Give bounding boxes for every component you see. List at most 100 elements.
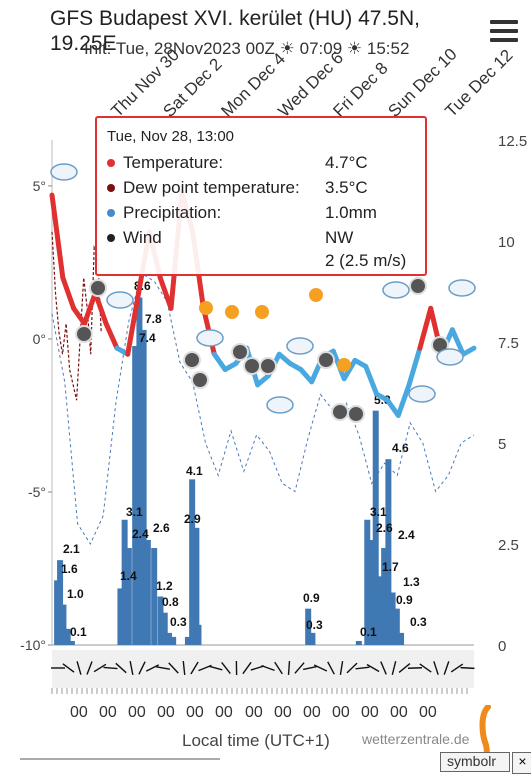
precip-value-label: 2.4 <box>132 527 149 541</box>
sun-icon <box>337 358 351 372</box>
y-right-tick-label: 2.5 <box>498 537 519 554</box>
tooltip-value: 1.0mm <box>325 203 377 223</box>
cloud-icon <box>197 330 223 346</box>
cloud-icon <box>383 282 409 298</box>
precip-value-label: 0.8 <box>162 595 179 609</box>
precip-value-label: 0.9 <box>396 593 413 607</box>
cloud-icon <box>287 338 313 354</box>
hour-label: 00 <box>419 704 437 722</box>
precip-bar <box>126 548 132 645</box>
temperature-segment <box>366 366 377 394</box>
wind-barb <box>289 661 290 675</box>
hour-label: 00 <box>332 704 350 722</box>
hour-label: 00 <box>157 704 175 722</box>
precip-value-label: 2.6 <box>376 521 393 535</box>
moon-icon <box>348 406 364 422</box>
y-right-tick-label: 10 <box>498 234 515 251</box>
precip-value-label: 4.6 <box>392 441 409 455</box>
hour-label: 00 <box>186 704 204 722</box>
hour-label: 00 <box>274 704 292 722</box>
precip-value-label: 1.6 <box>61 562 78 576</box>
moon-icon <box>244 358 260 374</box>
precip-value-label: 0.1 <box>360 625 377 639</box>
moon-icon <box>232 344 248 360</box>
temperature-segment <box>52 195 63 278</box>
hour-label: 00 <box>303 704 321 722</box>
tooltip-row-wind-speed: 2 (2.5 m/s) <box>107 251 422 275</box>
sun-icon <box>309 288 323 302</box>
hour-label: 00 <box>70 704 88 722</box>
precip-value-label: 2.9 <box>184 512 201 526</box>
precip-value-label: 3.1 <box>126 505 143 519</box>
precip-value-label: 4.1 <box>186 464 203 478</box>
precip-bar <box>170 637 176 645</box>
y-left-tick-label: 5° <box>33 178 46 194</box>
temperature-segment <box>463 348 474 354</box>
tooltip-label: Temperature: <box>123 153 223 173</box>
temperature-segment <box>214 354 225 369</box>
moon-icon <box>90 280 106 296</box>
hour-label: 00 <box>99 704 117 722</box>
sun-icon <box>225 305 239 319</box>
precip-value-label: 1.4 <box>120 569 137 583</box>
y-left-tick-label: 0° <box>33 331 46 347</box>
cloud-icon <box>267 397 293 413</box>
logo-fragment <box>20 758 220 772</box>
y-left-tick-label: -5° <box>28 484 46 500</box>
moon-icon <box>192 372 208 388</box>
wind-barb <box>461 668 475 669</box>
hour-label: 00 <box>215 704 233 722</box>
tooltip-row-wind: Wind NW <box>107 228 422 252</box>
precip-bar <box>356 641 362 645</box>
tooltip-value: 3.5°C <box>325 178 368 198</box>
tooltip-row-temperature: Temperature: 4.7°C <box>107 153 422 177</box>
moon-icon <box>184 352 200 368</box>
close-button[interactable]: × <box>512 752 531 774</box>
credit-label[interactable]: wetterzentrale.de <box>362 731 469 747</box>
cloud-icon <box>107 292 133 308</box>
precip-value-label: 1.7 <box>382 560 399 574</box>
moon-icon <box>318 352 334 368</box>
precip-value-label: 2.4 <box>398 528 415 542</box>
tooltip-label: Dew point temperature: <box>123 178 300 198</box>
precip-value-label: 1.2 <box>156 579 173 593</box>
tooltip: Tue, Nov 28, 13:00 Temperature: 4.7°C De… <box>95 116 427 276</box>
precip-bar <box>145 540 151 645</box>
precip-value-label: 1.0 <box>67 587 84 601</box>
hour-label: 00 <box>390 704 408 722</box>
cloud-icon <box>409 386 435 402</box>
symbol-button[interactable]: symbolr <box>440 752 510 772</box>
precip-value-label: 7.8 <box>145 312 162 326</box>
precip-bar <box>69 641 75 645</box>
precip-bar <box>398 633 404 645</box>
dewpoint-dot <box>107 184 115 192</box>
tooltip-label: Wind <box>123 228 162 248</box>
precip-value-label: 1.3 <box>403 575 420 589</box>
y-right-tick-label: 12.5 <box>498 133 527 150</box>
y-left-tick-label: -10° <box>20 637 46 653</box>
precip-value-label: 2.6 <box>153 521 170 535</box>
y-right-tick-label: 5 <box>498 436 506 453</box>
precip-bar <box>195 625 201 645</box>
hour-label: 00 <box>128 704 146 722</box>
tooltip-value: 4.7°C <box>325 153 368 173</box>
tooltip-label: Precipitation: <box>123 203 221 223</box>
tooltip-row-precipitation: Precipitation: 1.0mm <box>107 203 422 227</box>
precip-value-label: 7.4 <box>139 331 156 345</box>
temperature-segment <box>84 293 95 324</box>
tooltip-value: 2 (2.5 m/s) <box>325 251 406 271</box>
temperature-dot <box>107 159 115 167</box>
cloud-icon <box>51 164 77 180</box>
y-right-tick-label: 0 <box>498 638 506 655</box>
sun-icon <box>255 305 269 319</box>
y-right-tick-label: 7.5 <box>498 335 519 352</box>
cloud-icon <box>437 349 463 365</box>
precipitation-dot <box>107 209 115 217</box>
precip-bar <box>151 548 157 645</box>
temperature-segment <box>409 348 420 385</box>
cloud-icon <box>449 280 475 296</box>
moon-icon <box>332 404 348 420</box>
wind-dot <box>107 234 115 242</box>
